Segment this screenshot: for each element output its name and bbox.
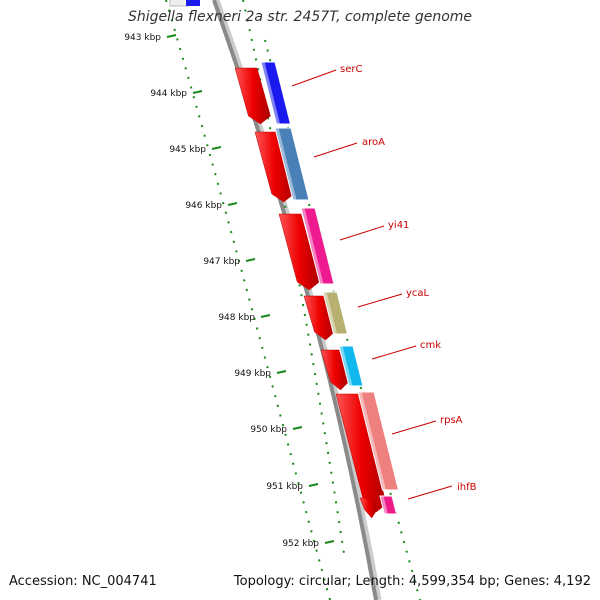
gene-block-ihfB (379, 495, 398, 515)
cds-arrow (234, 67, 271, 125)
cds-arrow (278, 213, 320, 291)
gene-block-yi41 (300, 207, 335, 285)
ruler-label: 946 kbp (185, 201, 222, 211)
ruler-label: 947 kbp (203, 257, 240, 267)
ruler-tick (292, 426, 303, 430)
gene-block-rpsA (357, 391, 400, 491)
gene-block-ycaL (322, 291, 349, 335)
gene-label-serC: serC (340, 64, 362, 75)
ruler-label: 952 kbp (282, 539, 319, 549)
gene-callout (391, 420, 437, 435)
ruler-line (165, 0, 331, 600)
genome-title: Shigella flexneri 2a str. 2457T, complet… (127, 9, 473, 25)
ruler-tick (192, 90, 203, 94)
gene-highlight (275, 127, 297, 201)
gene-label-aroA: aroA (362, 137, 385, 148)
ruler-label: 949 kbp (234, 369, 271, 379)
gene-label-cmk: cmk (420, 340, 441, 351)
ruler-label: 948 kbp (218, 313, 255, 323)
ruler-label: 945 kbp (169, 145, 206, 155)
gene-callout (339, 225, 385, 241)
ruler-tick (276, 370, 287, 374)
ruler-tick (227, 202, 238, 206)
gene-callout (371, 345, 417, 360)
gene-callout (407, 485, 453, 500)
gene-callout (357, 293, 403, 308)
ruler-tick (324, 540, 335, 544)
ruler-label: 951 kbp (266, 482, 303, 492)
ruler: 943 kbp 944 kbp 945 kbp 946 kbp 947 kbp 948 k… (124, 33, 335, 549)
ruler-tick (166, 34, 177, 38)
gene-track (260, 61, 400, 515)
cds-track (234, 67, 387, 519)
ruler-label: 943 kbp (124, 33, 161, 43)
gene-block-serC (260, 61, 292, 125)
gene-label-ihfB: ihfB (457, 482, 477, 493)
genome-summary: Topology: circular; Length: 4,599,354 bp… (233, 574, 591, 589)
backbone-shadow (212, 0, 382, 600)
cds-arrow (335, 393, 387, 513)
ruler-tick (260, 314, 271, 318)
gene-highlight (301, 207, 324, 285)
ruler-tick (245, 258, 256, 262)
gene-label-ycaL: ycaL (406, 288, 430, 299)
gene-callout (291, 69, 337, 87)
ruler-tick (211, 146, 222, 150)
ruler-label: 950 kbp (250, 425, 287, 435)
gene-highlight (323, 291, 337, 335)
gene-highlight (380, 495, 388, 515)
ruler-tick (308, 483, 319, 487)
cds-arrow (254, 131, 295, 203)
gene-label-rpsA: rpsA (440, 415, 463, 426)
gene-highlight (358, 391, 386, 491)
gene-labels: serC aroA yi41 ycaL cmk rpsA ihfB (291, 64, 477, 500)
gene-highlight (261, 61, 280, 125)
backbone (212, 0, 378, 600)
gene-callout (313, 142, 358, 158)
gene-block-aroA (274, 127, 310, 201)
partial-feature-top (169, 0, 200, 7)
cds-arrow (359, 497, 378, 519)
gene-block-cmk (338, 345, 364, 387)
cds-arrow (320, 349, 349, 391)
gene-label-yi41: yi41 (388, 220, 409, 231)
ruler-label: 944 kbp (150, 89, 187, 99)
gene-highlight (339, 345, 353, 387)
accession-text: Accession: NC_004741 (9, 574, 157, 589)
